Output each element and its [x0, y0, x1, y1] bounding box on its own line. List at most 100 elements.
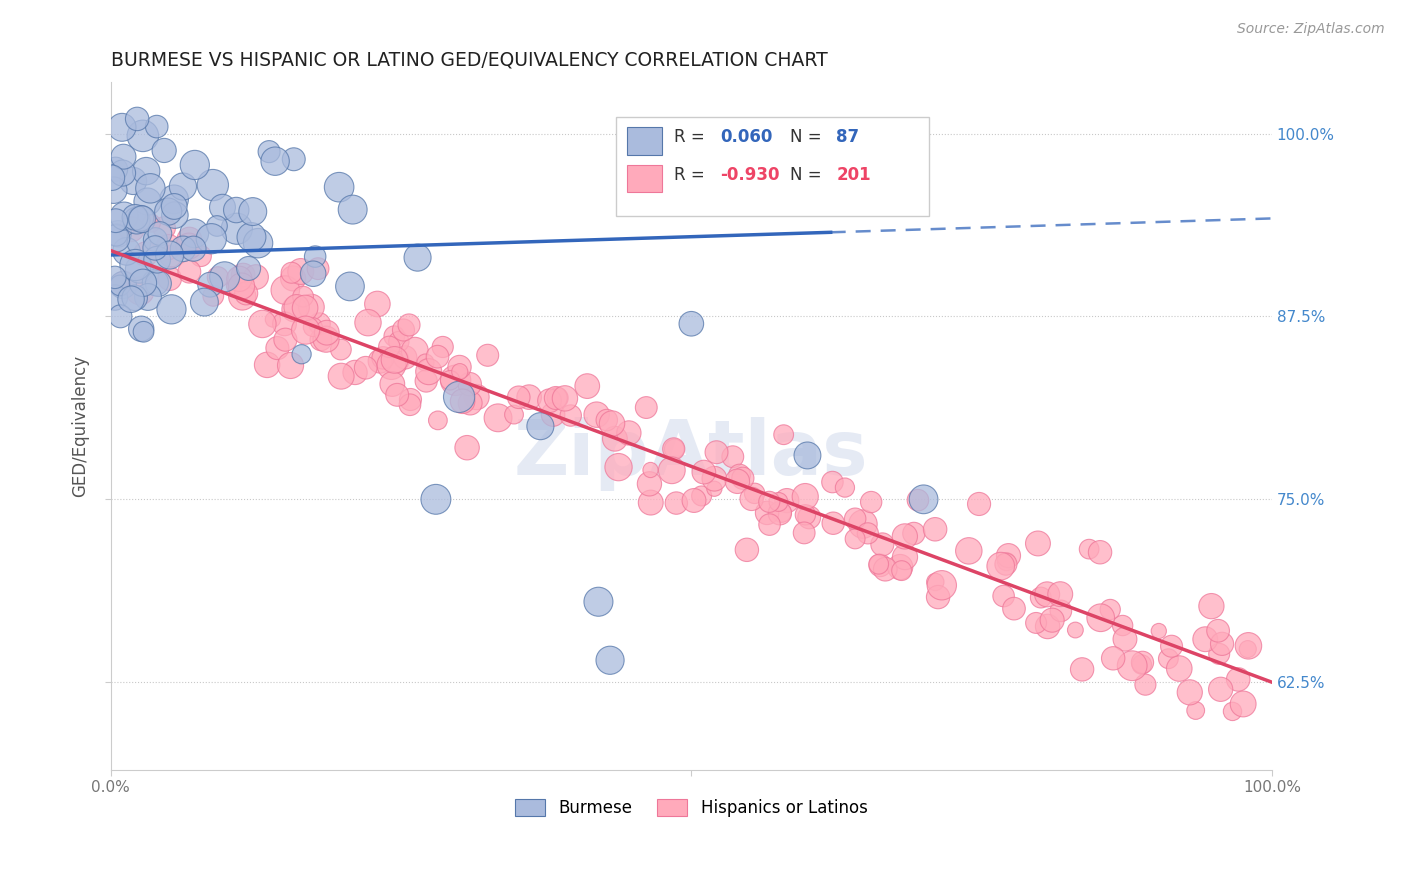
- Point: [157, 240, 180, 254]
- Text: N =: N =: [790, 128, 827, 146]
- Point: [957, 544, 980, 558]
- Point: [860, 495, 883, 509]
- Point: [1236, 642, 1258, 657]
- Point: [104, 291, 127, 305]
- Point: [603, 432, 626, 446]
- Point: [129, 284, 152, 298]
- Text: Source: ZipAtlas.com: Source: ZipAtlas.com: [1237, 22, 1385, 37]
- Point: [163, 208, 186, 222]
- Point: [872, 537, 894, 551]
- FancyBboxPatch shape: [616, 117, 929, 217]
- Point: [599, 653, 621, 667]
- Point: [844, 532, 866, 546]
- Point: [200, 232, 222, 246]
- Point: [111, 166, 134, 180]
- Point: [725, 475, 748, 489]
- Point: [149, 227, 172, 241]
- Point: [283, 153, 305, 167]
- Point: [1160, 639, 1182, 653]
- Point: [145, 276, 167, 290]
- Point: [636, 401, 658, 415]
- Point: [107, 227, 129, 241]
- Point: [465, 390, 488, 404]
- Point: [1227, 673, 1250, 687]
- Point: [477, 348, 499, 362]
- Point: [576, 379, 599, 393]
- Point: [392, 323, 415, 337]
- Point: [1036, 587, 1059, 601]
- Point: [136, 290, 159, 304]
- Point: [585, 408, 607, 422]
- Point: [159, 271, 181, 285]
- Point: [664, 442, 686, 456]
- Point: [104, 162, 127, 177]
- Point: [385, 353, 408, 368]
- Point: [315, 332, 337, 346]
- Point: [758, 517, 780, 532]
- Point: [1222, 705, 1244, 719]
- Point: [124, 291, 146, 305]
- Point: [103, 183, 125, 197]
- Point: [122, 174, 145, 188]
- Point: [184, 158, 207, 172]
- Point: [163, 199, 186, 213]
- Point: [1206, 624, 1229, 638]
- Point: [371, 351, 394, 365]
- Point: [541, 408, 564, 422]
- Point: [127, 112, 149, 126]
- Point: [143, 233, 166, 247]
- Point: [1064, 623, 1087, 637]
- Legend: Burmese, Hispanics or Latinos: Burmese, Hispanics or Latinos: [509, 792, 875, 823]
- Point: [560, 409, 582, 423]
- Point: [112, 277, 135, 291]
- Text: R =: R =: [673, 128, 710, 146]
- Point: [997, 549, 1019, 563]
- Point: [931, 578, 953, 592]
- Point: [1132, 656, 1154, 670]
- Point: [207, 270, 229, 285]
- Point: [529, 419, 551, 434]
- Point: [994, 557, 1017, 571]
- Point: [110, 310, 132, 324]
- Point: [388, 334, 411, 349]
- Point: [201, 178, 224, 192]
- Point: [245, 270, 267, 285]
- Point: [681, 317, 703, 331]
- Point: [280, 359, 302, 373]
- Point: [398, 318, 420, 332]
- Point: [772, 427, 794, 442]
- Point: [231, 289, 253, 303]
- Point: [290, 264, 312, 278]
- Point: [458, 396, 481, 410]
- Point: [131, 212, 153, 227]
- Point: [172, 242, 194, 256]
- Point: [1088, 545, 1111, 559]
- Point: [159, 248, 181, 262]
- Point: [285, 300, 308, 314]
- Point: [112, 150, 135, 164]
- Point: [274, 283, 297, 297]
- Point: [868, 558, 890, 572]
- Point: [640, 463, 662, 477]
- Point: [136, 194, 159, 209]
- Point: [834, 481, 856, 495]
- Point: [115, 244, 138, 259]
- Point: [486, 410, 509, 425]
- Point: [967, 497, 990, 511]
- Point: [451, 394, 474, 409]
- Point: [378, 340, 401, 354]
- Point: [1071, 662, 1094, 676]
- Point: [202, 289, 225, 303]
- Point: [135, 164, 157, 178]
- Point: [148, 277, 170, 291]
- Point: [890, 564, 912, 578]
- Point: [741, 491, 763, 506]
- Point: [183, 227, 205, 241]
- Point: [690, 489, 713, 503]
- Point: [242, 204, 264, 219]
- Point: [129, 211, 152, 226]
- Text: 201: 201: [837, 166, 872, 184]
- Point: [129, 322, 152, 336]
- Point: [214, 269, 236, 284]
- Point: [399, 398, 422, 412]
